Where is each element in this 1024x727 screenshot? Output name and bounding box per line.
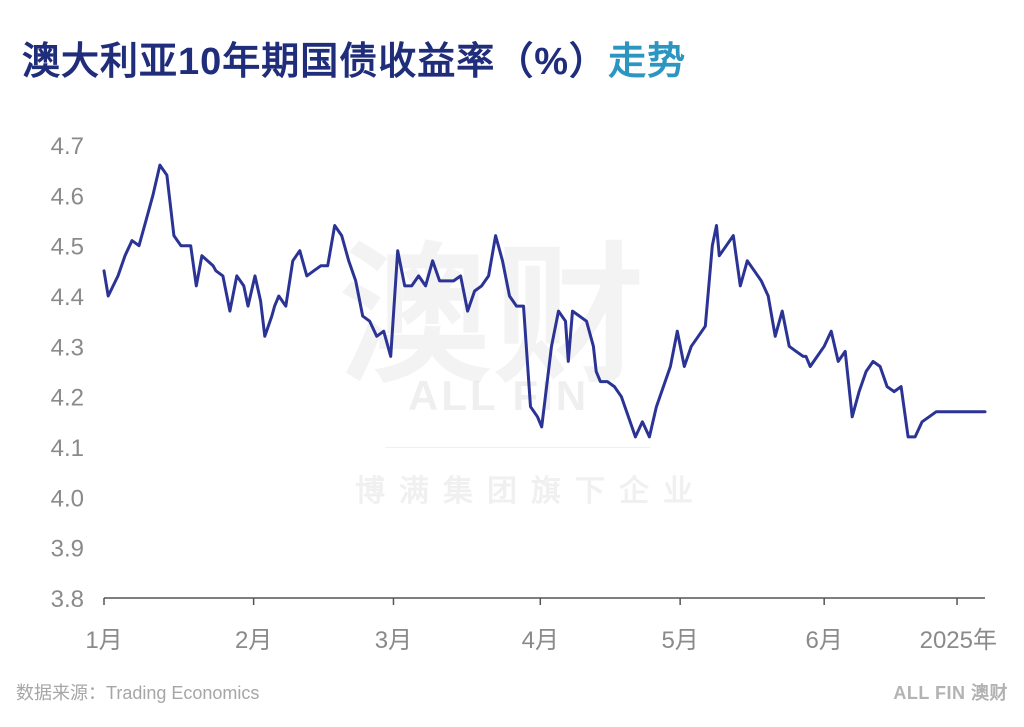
y-tick-label: 4.3: [51, 334, 84, 361]
y-tick-label: 4.2: [51, 385, 84, 412]
x-tick-label: 4月: [522, 627, 559, 654]
y-tick-label: 4.7: [51, 133, 84, 160]
x-tick-label: 5月: [661, 627, 698, 654]
data-source-note: 数据来源：Trading Economics: [16, 683, 260, 703]
x-tick-label: 1月: [85, 627, 122, 654]
series-line: [102, 163, 987, 439]
y-tick-label: 4.6: [51, 183, 84, 210]
y-tick-label: 4.0: [51, 485, 84, 512]
y-tick-label: 4.4: [51, 284, 84, 311]
watermark-divider: [385, 447, 650, 448]
watermark-tagline: 博满集团旗下企业: [355, 475, 707, 508]
y-tick-label: 3.8: [51, 586, 84, 613]
x-tick-label: 2025年: [920, 627, 997, 654]
title-accent: 走势: [608, 41, 687, 83]
y-tick-label: 4.1: [51, 435, 84, 462]
y-tick-label: 3.9: [51, 536, 84, 563]
watermark-brand: ALL FIN: [408, 372, 590, 419]
title-main: 澳大利亚10年期国债收益率（%）: [22, 41, 609, 83]
page-title: 澳大利亚10年期国债收益率（%）走势: [22, 30, 686, 85]
x-tick-label: 6月: [806, 627, 843, 654]
x-tick-label: 2月: [235, 627, 272, 654]
x-tick-label: 3月: [375, 627, 412, 654]
footer-logo: ALL FIN 澳财: [893, 683, 1008, 703]
y-tick-label: 4.5: [51, 234, 84, 261]
